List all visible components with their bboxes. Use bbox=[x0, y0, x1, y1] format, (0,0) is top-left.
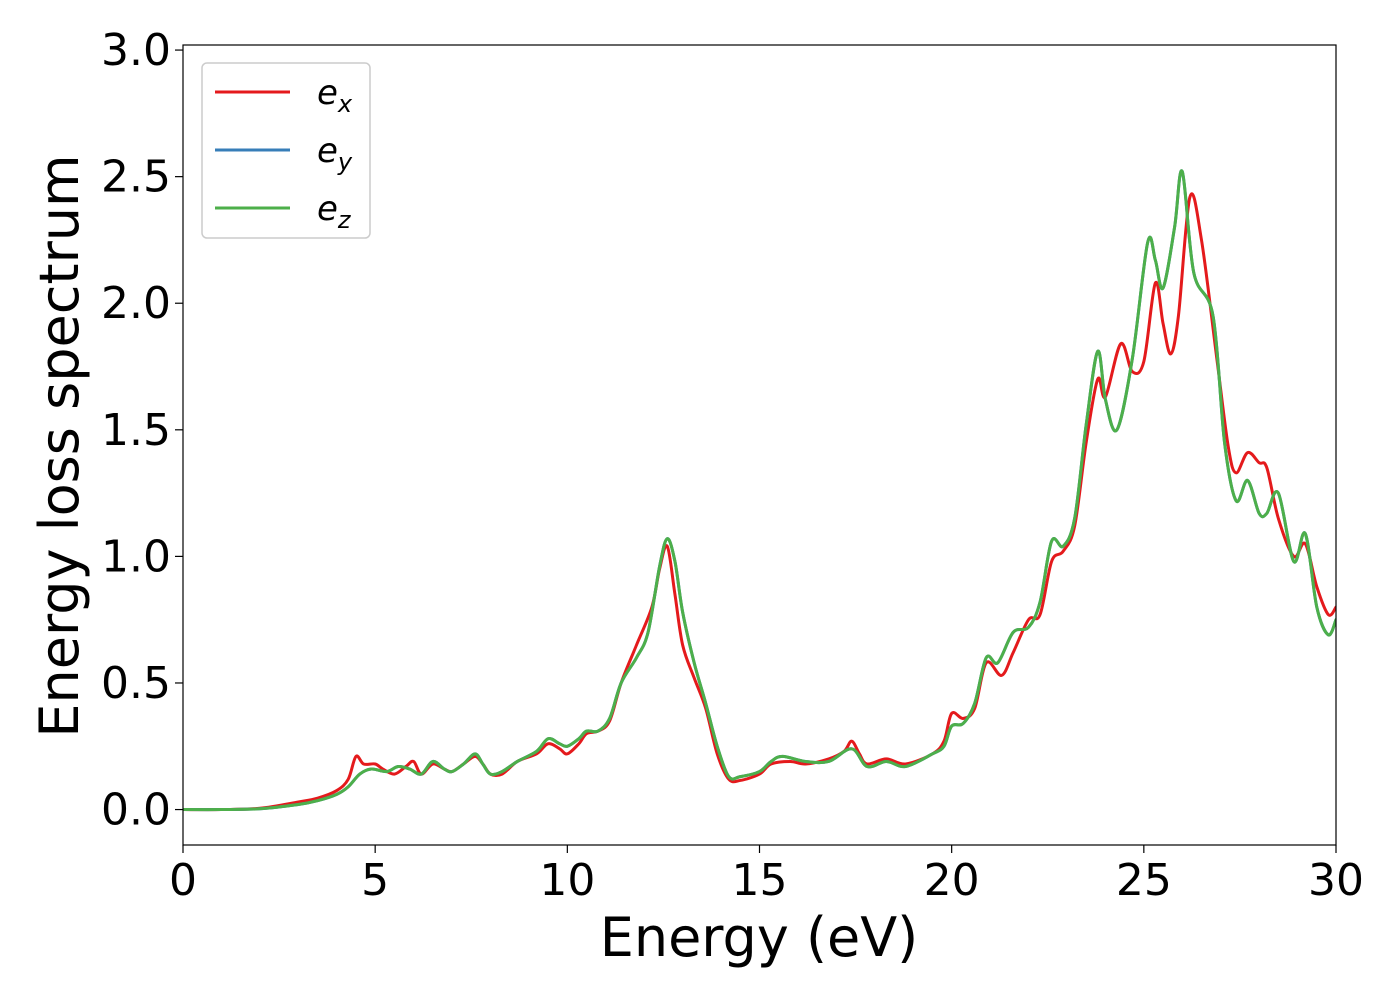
y-tick-label: 1.5 bbox=[101, 405, 171, 456]
y-axis: 0.0 0.5 1.0 1.5 2.0 2.5 3.0 bbox=[101, 25, 183, 836]
x-tick-label: 0 bbox=[169, 855, 197, 906]
y-tick-label: 0.5 bbox=[101, 658, 171, 709]
x-tick-label: 10 bbox=[539, 855, 595, 906]
series-line-e-z bbox=[183, 169, 1336, 812]
y-axis-label: Energy loss spectrum bbox=[28, 154, 91, 737]
x-axis: 0 5 10 15 20 25 30 bbox=[169, 845, 1364, 906]
x-tick-label: 25 bbox=[1116, 855, 1172, 906]
x-tick-label: 5 bbox=[361, 855, 389, 906]
series-layer bbox=[183, 169, 1336, 812]
legend-label-e-x: ex bbox=[317, 73, 353, 118]
legend-label-subscript: y bbox=[337, 148, 353, 176]
y-tick-label: 0.0 bbox=[101, 785, 171, 836]
x-tick-label: 15 bbox=[732, 855, 788, 906]
x-tick-label: 30 bbox=[1308, 855, 1364, 906]
x-axis-label: Energy (eV) bbox=[600, 906, 919, 969]
legend-label-base: e bbox=[317, 131, 338, 171]
y-tick-label: 1.0 bbox=[101, 531, 171, 582]
x-tick-label: 20 bbox=[924, 855, 980, 906]
legend-label-subscript: x bbox=[337, 90, 353, 118]
legend-label-base: e bbox=[317, 189, 338, 229]
y-tick-label: 3.0 bbox=[101, 25, 171, 76]
legend-label-e-y: ey bbox=[317, 131, 353, 176]
y-tick-label: 2.0 bbox=[101, 278, 171, 329]
legend-label-e-z: ez bbox=[317, 189, 352, 234]
y-tick-label: 2.5 bbox=[101, 152, 171, 203]
legend-label-subscript: z bbox=[337, 206, 352, 234]
legend-label-base: e bbox=[317, 73, 338, 113]
